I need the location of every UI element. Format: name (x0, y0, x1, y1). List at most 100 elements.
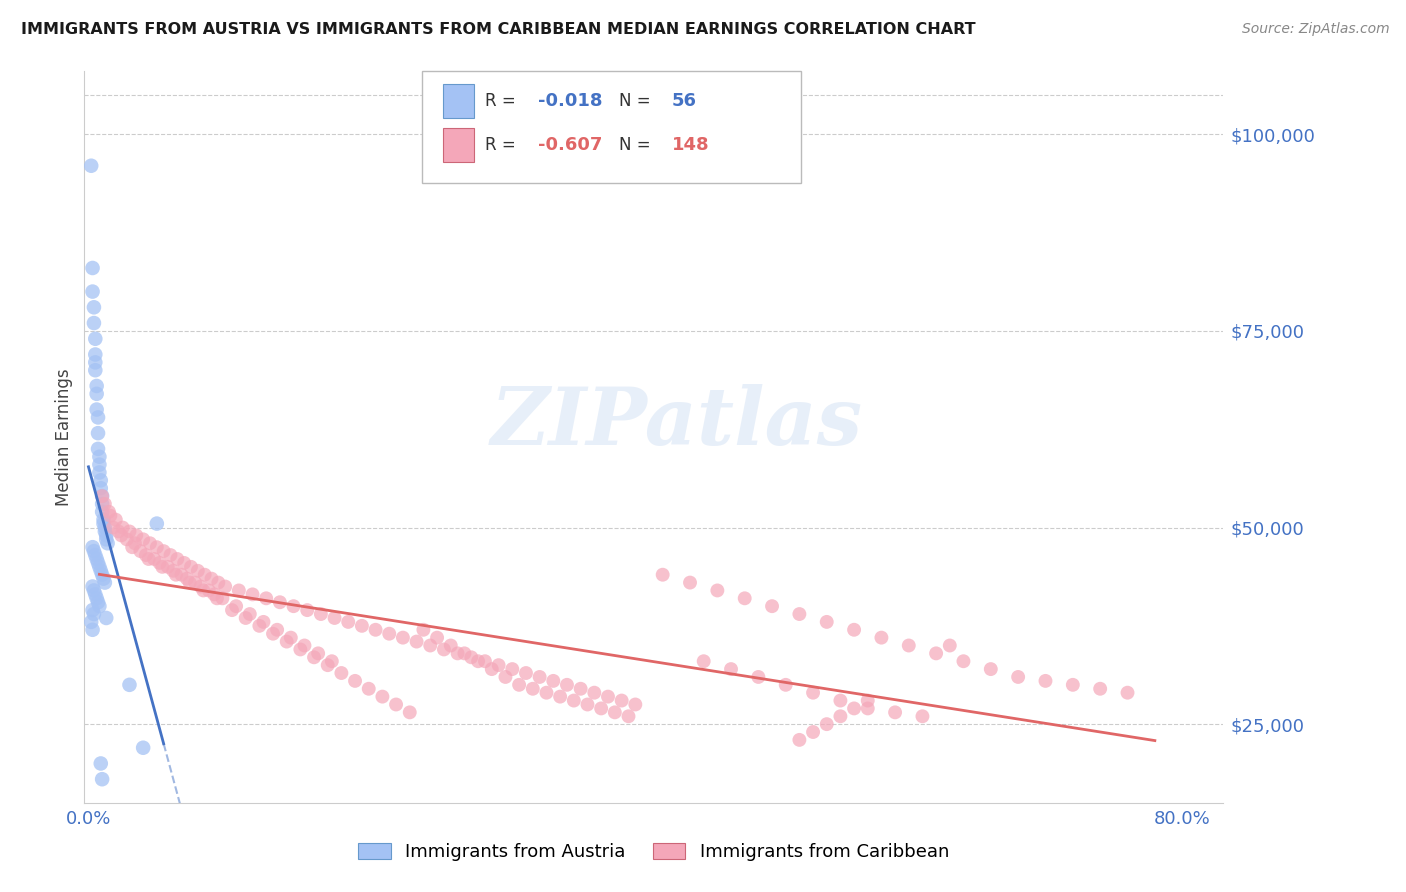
Point (96, 533, 118, 547)
Point (235, 611, 257, 625)
Point (132, 740, 155, 755)
Point (207, 575, 229, 590)
Point (111, 520, 134, 534)
Point (536, 686, 558, 700)
Text: R =: R = (485, 92, 522, 110)
Point (135, 548, 157, 562)
Point (789, 607, 811, 621)
Point (294, 639, 316, 653)
Point (82, 285, 104, 299)
Point (221, 603, 243, 617)
Point (280, 631, 302, 645)
Point (266, 623, 288, 637)
Point (84, 363, 107, 377)
Point (290, 642, 312, 657)
Point (93, 513, 115, 527)
Point (139, 536, 162, 550)
Point (433, 642, 456, 657)
Point (405, 634, 427, 648)
Point (82, 603, 104, 617)
Point (87, 442, 110, 456)
Point (591, 701, 613, 715)
Point (706, 583, 728, 598)
Point (316, 658, 339, 673)
Point (371, 690, 394, 704)
Text: -0.018: -0.018 (538, 92, 603, 110)
Point (453, 646, 475, 660)
Point (187, 564, 209, 578)
Point (84, 355, 107, 369)
Point (426, 631, 449, 645)
Point (193, 583, 215, 598)
Point (80, 159, 103, 173)
Point (104, 513, 127, 527)
Point (176, 572, 198, 586)
Point (101, 520, 124, 534)
Point (460, 650, 482, 665)
Point (159, 548, 181, 562)
Point (82, 623, 104, 637)
Point (200, 572, 222, 586)
Point (202, 587, 225, 601)
Text: Source: ZipAtlas.com: Source: ZipAtlas.com (1241, 22, 1389, 37)
Point (84, 347, 107, 361)
Point (679, 575, 702, 590)
Point (474, 654, 496, 668)
Point (148, 556, 170, 570)
Point (96, 611, 118, 625)
Point (170, 567, 193, 582)
Point (603, 706, 626, 720)
Point (98, 508, 121, 523)
Point (801, 686, 824, 700)
Point (228, 583, 250, 598)
Point (156, 559, 179, 574)
Point (562, 693, 585, 707)
Point (617, 709, 640, 723)
Point (93, 572, 115, 586)
Point (89, 599, 111, 614)
Point (91, 772, 114, 787)
Point (980, 662, 1002, 676)
Point (1116, 686, 1139, 700)
Point (129, 544, 152, 558)
Point (1062, 678, 1084, 692)
Point (720, 662, 742, 676)
Point (252, 615, 274, 629)
Point (529, 670, 551, 684)
Point (247, 619, 270, 633)
Point (398, 706, 420, 720)
Point (569, 681, 592, 696)
Point (118, 524, 141, 539)
Point (91, 489, 114, 503)
Text: 148: 148 (672, 136, 710, 154)
Point (125, 528, 148, 542)
Point (344, 673, 367, 688)
Point (357, 681, 380, 696)
Point (146, 516, 169, 531)
Point (692, 654, 714, 668)
Point (94, 497, 117, 511)
Point (392, 631, 415, 645)
Point (1035, 673, 1057, 688)
Point (124, 536, 146, 550)
Point (467, 654, 489, 668)
Point (87, 410, 110, 425)
Point (143, 552, 166, 566)
Point (842, 623, 865, 637)
Point (91, 505, 114, 519)
Point (555, 678, 578, 692)
Point (83, 316, 105, 330)
Point (761, 599, 783, 614)
Point (624, 698, 647, 712)
Point (83, 301, 105, 315)
Point (276, 634, 298, 648)
Point (162, 564, 184, 578)
Point (86, 591, 108, 606)
Point (1007, 670, 1029, 684)
Point (214, 580, 236, 594)
Point (419, 639, 441, 653)
Point (138, 552, 160, 566)
Point (84, 332, 107, 346)
Point (98, 505, 121, 519)
Point (488, 658, 510, 673)
